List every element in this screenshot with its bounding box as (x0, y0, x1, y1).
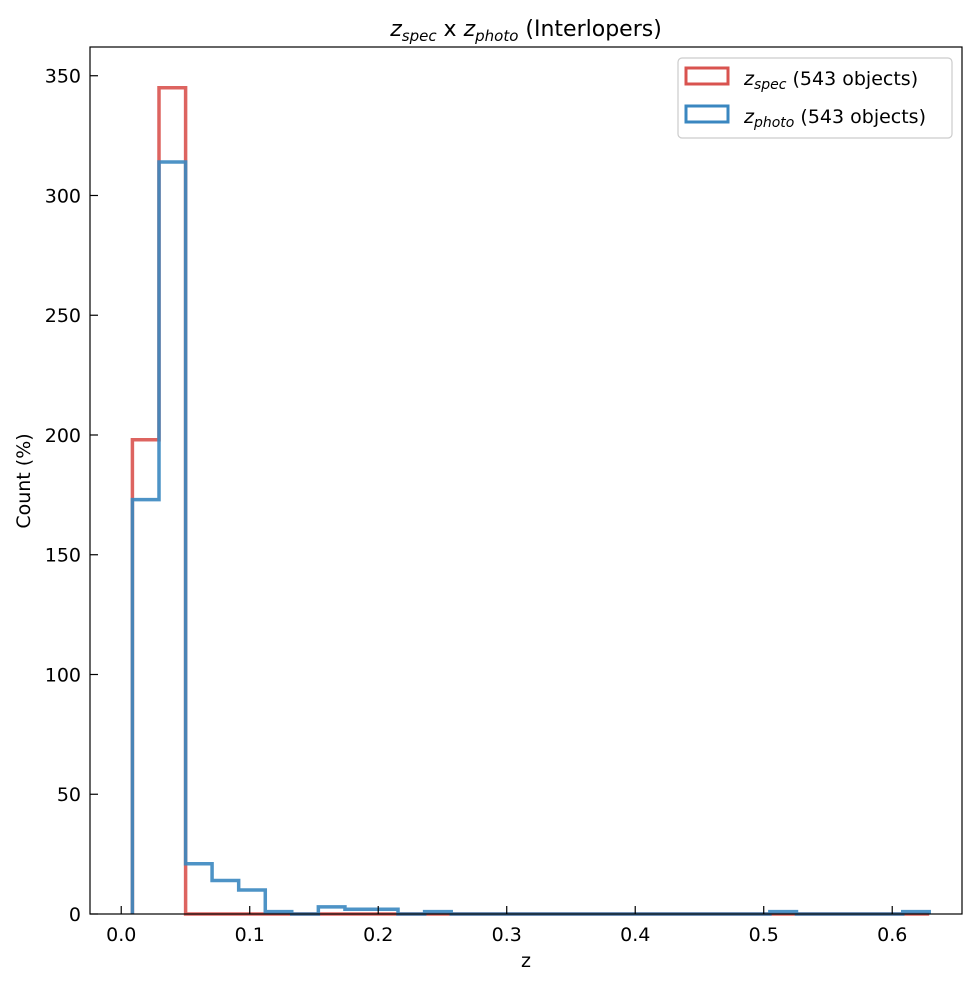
plot-frame (89, 46, 963, 915)
title-suffix: (Interlopers) (518, 17, 661, 42)
x-tick-label: 0.0 (106, 924, 136, 946)
legend-var-zspec: z (743, 68, 755, 90)
y-tick-label: 300 (45, 185, 81, 207)
histogram-series-photo (130, 160, 931, 916)
x-axis-ticks: 0.0 0.1 0.2 0.3 0.4 0.5 0.6 (106, 906, 907, 946)
x-tick-label: 0.4 (620, 924, 650, 946)
title-var-1: z (389, 17, 402, 42)
y-tick-label: 250 (45, 305, 81, 327)
title-sub-2: photo (474, 27, 518, 45)
legend-sub-zphoto: photo (753, 115, 794, 131)
x-axis-label: z (521, 950, 531, 972)
y-axis-label: Count (%) (13, 433, 35, 528)
legend-label-zspec: zspec (543 objects) (743, 68, 918, 93)
x-tick-label: 0.2 (363, 924, 393, 946)
x-tick-label: 0.3 (492, 924, 522, 946)
chart-title: zspec x zphoto (Interlopers) (389, 17, 662, 45)
y-tick-label: 150 (45, 545, 81, 567)
title-var-2: z (463, 17, 476, 42)
y-tick-label: 0 (69, 904, 81, 926)
legend-suffix-zspec: (543 objects) (786, 68, 918, 90)
y-tick-label: 50 (57, 784, 81, 806)
title-sub-1: spec (402, 27, 438, 45)
x-tick-label: 0.5 (749, 924, 779, 946)
title-connector: x (437, 17, 464, 42)
y-tick-label: 350 (45, 66, 81, 88)
y-tick-label: 100 (45, 664, 81, 686)
legend-sub-zspec: spec (754, 77, 787, 93)
legend-suffix-zphoto: (543 objects) (794, 106, 926, 128)
legend-box (677, 57, 953, 139)
legend-var-zphoto: z (743, 106, 755, 128)
x-tick-label: 0.1 (235, 924, 265, 946)
legend-swatch-zspec (684, 66, 730, 86)
legend-swatch-zphoto (684, 104, 730, 124)
legend-label-zphoto: zphoto (543 objects) (743, 106, 926, 131)
x-tick-label: 0.6 (877, 924, 907, 946)
legend: zspec (543 objects) zphoto (543 objects) (677, 57, 953, 139)
y-axis-ticks: 0 50 100 150 200 250 300 350 (45, 66, 98, 926)
y-tick-label: 200 (45, 425, 81, 447)
